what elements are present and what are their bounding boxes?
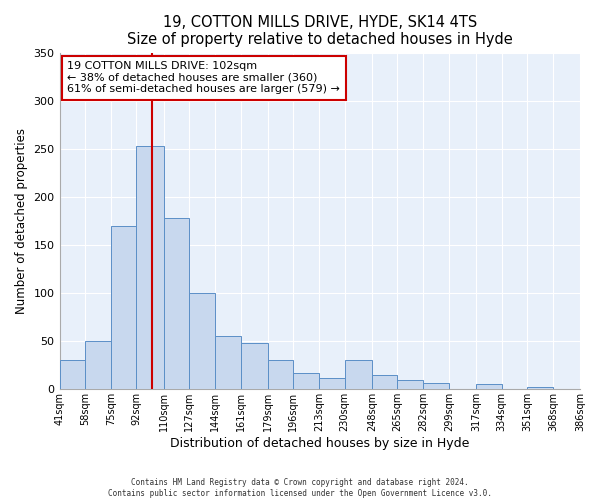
Bar <box>397 380 423 390</box>
Bar <box>85 341 111 390</box>
Bar <box>268 360 293 390</box>
Bar <box>59 360 85 390</box>
Bar <box>423 382 449 390</box>
Text: Contains HM Land Registry data © Crown copyright and database right 2024.
Contai: Contains HM Land Registry data © Crown c… <box>108 478 492 498</box>
Bar <box>189 293 215 390</box>
Bar <box>527 388 553 390</box>
Bar <box>293 373 319 390</box>
Title: 19, COTTON MILLS DRIVE, HYDE, SK14 4TS
Size of property relative to detached hou: 19, COTTON MILLS DRIVE, HYDE, SK14 4TS S… <box>127 15 512 48</box>
Bar <box>372 375 397 390</box>
X-axis label: Distribution of detached houses by size in Hyde: Distribution of detached houses by size … <box>170 437 469 450</box>
Bar <box>319 378 344 390</box>
Bar <box>476 384 502 390</box>
Bar <box>344 360 372 390</box>
Bar <box>241 343 268 390</box>
Y-axis label: Number of detached properties: Number of detached properties <box>15 128 28 314</box>
Bar <box>215 336 241 390</box>
Bar <box>580 386 600 390</box>
Bar <box>111 226 136 390</box>
Text: 19 COTTON MILLS DRIVE: 102sqm
← 38% of detached houses are smaller (360)
61% of : 19 COTTON MILLS DRIVE: 102sqm ← 38% of d… <box>67 61 340 94</box>
Bar <box>164 218 189 390</box>
Bar <box>136 146 164 390</box>
